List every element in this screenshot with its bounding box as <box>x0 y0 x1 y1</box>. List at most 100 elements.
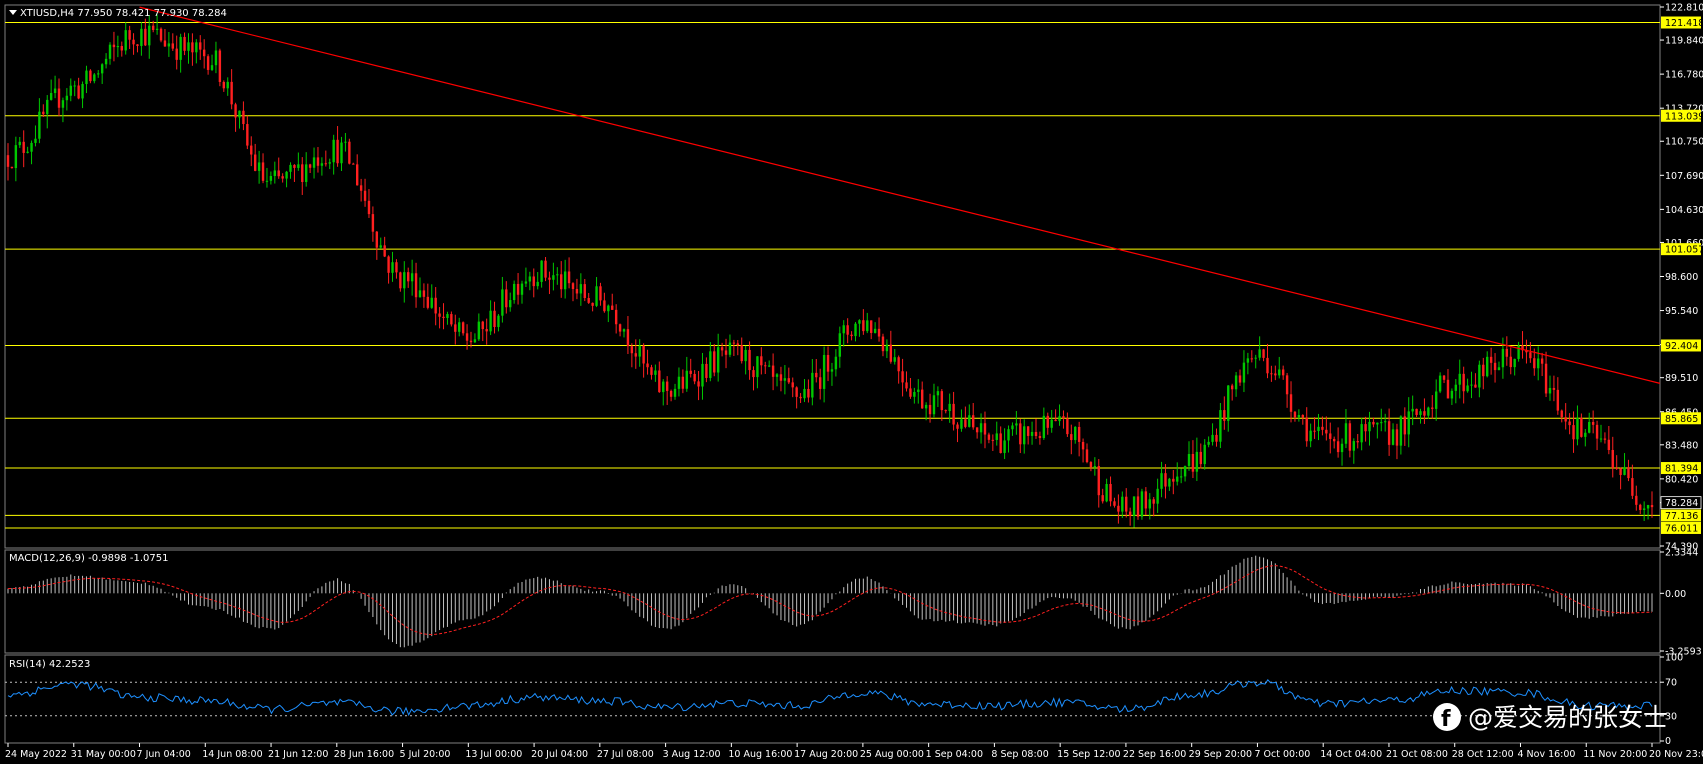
candle[interactable] <box>1125 488 1128 518</box>
candle[interactable] <box>744 345 747 375</box>
candle[interactable] <box>77 77 80 100</box>
candle[interactable] <box>642 343 645 378</box>
candle[interactable] <box>1219 403 1222 449</box>
candle[interactable] <box>603 292 606 313</box>
candle[interactable] <box>269 171 273 185</box>
candle[interactable] <box>356 154 359 186</box>
candle[interactable] <box>964 406 967 429</box>
candle[interactable] <box>889 330 893 364</box>
candle[interactable] <box>348 138 351 165</box>
candle[interactable] <box>1646 504 1650 520</box>
candle[interactable] <box>599 282 602 306</box>
candle[interactable] <box>242 101 245 131</box>
candle[interactable] <box>618 323 622 337</box>
candle[interactable] <box>1325 416 1328 441</box>
symbol-dropdown-icon[interactable] <box>9 10 17 15</box>
candle[interactable] <box>1458 359 1461 399</box>
candle[interactable] <box>1285 372 1289 408</box>
candle[interactable] <box>1533 348 1536 376</box>
candle[interactable] <box>163 29 167 47</box>
candle[interactable] <box>1454 379 1458 404</box>
candle[interactable] <box>1278 356 1281 379</box>
candle[interactable] <box>281 173 284 183</box>
candle[interactable] <box>202 39 206 69</box>
candle[interactable] <box>359 178 363 202</box>
candle[interactable] <box>611 293 614 310</box>
candle[interactable] <box>199 35 202 60</box>
candle[interactable] <box>1595 420 1599 451</box>
candle[interactable] <box>972 402 975 430</box>
candle[interactable] <box>297 152 300 171</box>
candle[interactable] <box>528 271 532 291</box>
candle[interactable] <box>1619 467 1622 490</box>
candle[interactable] <box>226 77 229 96</box>
candle[interactable] <box>497 314 500 332</box>
candle[interactable] <box>654 364 657 382</box>
candle[interactable] <box>1128 507 1132 526</box>
candle[interactable] <box>1415 408 1418 418</box>
candle[interactable] <box>1568 413 1571 435</box>
candle[interactable] <box>1172 470 1175 495</box>
candle[interactable] <box>921 381 924 409</box>
candle[interactable] <box>614 304 618 334</box>
candle[interactable] <box>473 333 477 344</box>
candle[interactable] <box>1462 366 1465 404</box>
candle[interactable] <box>952 391 955 431</box>
candle[interactable] <box>650 364 653 380</box>
candle[interactable] <box>332 134 335 175</box>
candle[interactable] <box>14 136 18 182</box>
candle[interactable] <box>787 367 791 385</box>
candle[interactable] <box>1411 395 1414 426</box>
candle[interactable] <box>591 302 594 312</box>
candle[interactable] <box>956 422 959 443</box>
candle[interactable] <box>481 320 484 342</box>
candle[interactable] <box>885 339 889 359</box>
candle[interactable] <box>22 130 25 168</box>
candle[interactable] <box>379 237 382 249</box>
candle[interactable] <box>1077 421 1081 457</box>
candle[interactable] <box>1195 437 1199 481</box>
candle[interactable] <box>1270 365 1273 382</box>
candle[interactable] <box>979 413 983 444</box>
candle[interactable] <box>795 386 798 409</box>
candle[interactable] <box>477 313 481 342</box>
candle[interactable] <box>520 280 524 304</box>
candle[interactable] <box>422 283 426 308</box>
candle[interactable] <box>579 273 583 306</box>
candle[interactable] <box>1081 438 1085 463</box>
candle[interactable] <box>999 426 1002 454</box>
candle[interactable] <box>434 287 437 326</box>
candle[interactable] <box>1540 352 1544 377</box>
candle[interactable] <box>30 140 33 165</box>
candle[interactable] <box>799 393 802 403</box>
candle[interactable] <box>1109 476 1112 507</box>
candle[interactable] <box>630 343 634 368</box>
candle[interactable] <box>512 280 516 304</box>
candle[interactable] <box>713 343 716 377</box>
candle[interactable] <box>1431 395 1434 419</box>
candle[interactable] <box>1207 436 1210 448</box>
candle[interactable] <box>461 321 465 336</box>
candle[interactable] <box>583 278 586 302</box>
candle[interactable] <box>10 166 14 169</box>
candle[interactable] <box>662 379 665 406</box>
macd-pane[interactable] <box>4 549 1661 654</box>
candle[interactable] <box>901 358 904 397</box>
candle[interactable] <box>1364 416 1367 442</box>
candle[interactable] <box>1564 403 1567 430</box>
candle[interactable] <box>1544 351 1548 398</box>
candle[interactable] <box>913 387 916 404</box>
candle[interactable] <box>1623 453 1626 476</box>
candle[interactable] <box>410 259 414 296</box>
candle[interactable] <box>1230 383 1234 401</box>
candle[interactable] <box>352 162 355 165</box>
candle[interactable] <box>944 409 947 414</box>
candle[interactable] <box>285 170 288 188</box>
candle[interactable] <box>34 125 37 147</box>
candle[interactable] <box>1438 372 1442 394</box>
candle[interactable] <box>1168 477 1171 491</box>
candle[interactable] <box>736 340 739 356</box>
candle[interactable] <box>905 371 908 392</box>
candle[interactable] <box>626 316 630 355</box>
